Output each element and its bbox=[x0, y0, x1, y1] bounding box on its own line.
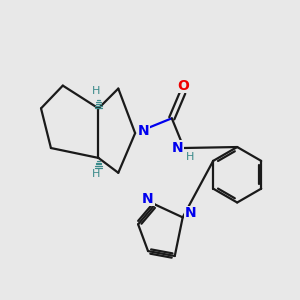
Text: N: N bbox=[185, 206, 197, 220]
Text: H: H bbox=[185, 152, 194, 162]
Text: N: N bbox=[142, 191, 154, 206]
Text: H: H bbox=[92, 85, 101, 96]
Text: O: O bbox=[178, 79, 190, 93]
Text: N: N bbox=[137, 124, 149, 138]
Text: N: N bbox=[172, 141, 184, 155]
Text: H: H bbox=[92, 169, 101, 179]
